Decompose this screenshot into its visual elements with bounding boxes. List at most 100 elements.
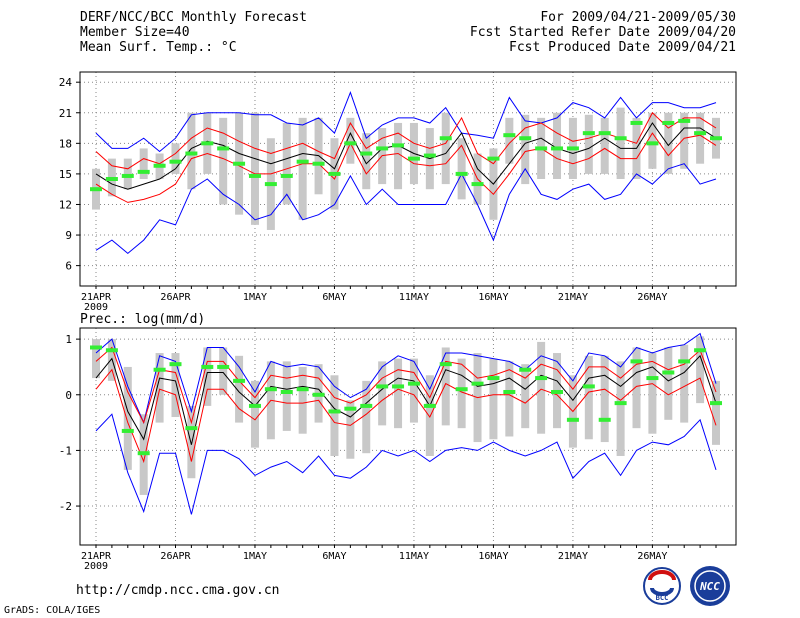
y-tick-label: 15 <box>59 168 72 181</box>
observation-marker <box>710 136 722 141</box>
plot-frame <box>79 71 737 287</box>
spread-box <box>696 112 705 164</box>
observation-marker <box>710 401 722 406</box>
observation-marker <box>582 131 595 136</box>
y-tick-label: 0 <box>65 389 72 402</box>
spread-box <box>680 112 689 169</box>
spread-box <box>235 355 244 423</box>
observation-marker <box>455 171 468 176</box>
observation-marker <box>137 169 150 174</box>
ensemble-mean-line <box>95 122 717 190</box>
observation-marker <box>598 417 611 422</box>
observation-marker <box>328 409 341 414</box>
min-envelope-line <box>95 163 717 255</box>
spread-box <box>378 361 387 426</box>
observation-marker <box>217 364 230 369</box>
x-tick-label: 1MAY <box>243 551 267 562</box>
upper-spread-line <box>95 346 717 425</box>
observation-marker <box>598 131 611 136</box>
observation-marker <box>185 151 198 156</box>
observation-marker <box>487 156 500 161</box>
spread-box <box>298 366 307 434</box>
bcc-logo-text: BCC <box>656 594 669 602</box>
spread-box <box>616 107 625 179</box>
x-tick-label: 6MAY <box>322 292 346 303</box>
observation-marker <box>233 378 246 383</box>
observation-marker <box>344 406 357 411</box>
spread-box <box>441 347 450 426</box>
lower-spread-line <box>95 132 717 203</box>
spread-box <box>489 358 498 440</box>
spread-box <box>584 355 593 440</box>
observation-marker <box>694 348 707 353</box>
observation-marker <box>487 376 500 381</box>
x-tick-label: 21MAY <box>558 551 588 562</box>
observation-marker <box>280 173 293 178</box>
observation-marker <box>90 187 102 192</box>
spread-box <box>553 112 562 179</box>
observation-marker <box>392 384 405 389</box>
observation-marker <box>105 348 118 353</box>
observation-marker <box>646 376 659 381</box>
observation-marker <box>551 146 564 151</box>
spread-box <box>123 158 132 190</box>
y-tick-label: -2 <box>59 500 72 513</box>
spread-box <box>409 358 418 423</box>
observation-marker <box>376 384 389 389</box>
spread-box <box>394 358 403 429</box>
ncc-logo-disc <box>690 566 730 606</box>
x-tick-label: 16MAY <box>478 551 508 562</box>
spread-box <box>664 347 673 420</box>
x-tick-label: 26MAY <box>637 551 667 562</box>
observation-marker <box>185 426 198 431</box>
upper-spread-line <box>95 111 717 170</box>
observation-marker <box>312 392 325 397</box>
observation-marker <box>423 153 436 158</box>
y-tick-label: 24 <box>59 76 73 89</box>
observation-marker <box>169 159 182 164</box>
observation-marker <box>90 345 102 350</box>
y-tick-label: 9 <box>65 229 72 242</box>
spread-box <box>219 117 228 205</box>
observation-marker <box>121 173 134 178</box>
observation-marker <box>503 133 516 138</box>
observation-marker <box>376 146 389 151</box>
observation-marker <box>551 389 564 394</box>
y-tick-label: 1 <box>65 333 72 346</box>
spread-box <box>600 117 609 174</box>
min-envelope-line <box>95 413 717 515</box>
spread-box <box>457 138 466 200</box>
spread-box <box>632 347 641 429</box>
spread-box <box>425 375 434 456</box>
plot-frame <box>79 327 737 546</box>
observation-marker <box>344 141 357 146</box>
observation-marker <box>566 146 579 151</box>
spread-box <box>521 114 530 185</box>
y-tick-label: 21 <box>59 107 72 120</box>
observation-marker <box>280 389 293 394</box>
x-tick-label: 11MAY <box>399 551 429 562</box>
observation-marker <box>503 389 516 394</box>
x-tick-label: 26APR <box>160 292 191 303</box>
observation-marker <box>407 381 420 386</box>
x-tick-year: 2009 <box>84 561 108 572</box>
observation-marker <box>614 136 627 141</box>
y-tick-label: 12 <box>59 198 72 211</box>
spread-box <box>537 341 546 434</box>
max-envelope-line <box>95 332 717 425</box>
observation-marker <box>248 403 261 408</box>
observation-marker <box>264 182 277 187</box>
observation-marker <box>217 146 230 151</box>
y-tick-label: -1 <box>59 444 72 457</box>
spread-box <box>123 366 132 470</box>
spread-box <box>282 361 291 431</box>
fcst-started-date: Fcst Started Refer Date 2009/04/20 <box>469 25 736 40</box>
observation-marker <box>439 362 452 367</box>
forecast-period: For 2009/04/21-2009/05/30 <box>540 10 736 25</box>
footer-url[interactable]: http://cmdp.ncc.cma.gov.cn <box>76 583 280 598</box>
bcc-logo: BCC <box>643 567 681 605</box>
observation-marker <box>439 136 452 141</box>
